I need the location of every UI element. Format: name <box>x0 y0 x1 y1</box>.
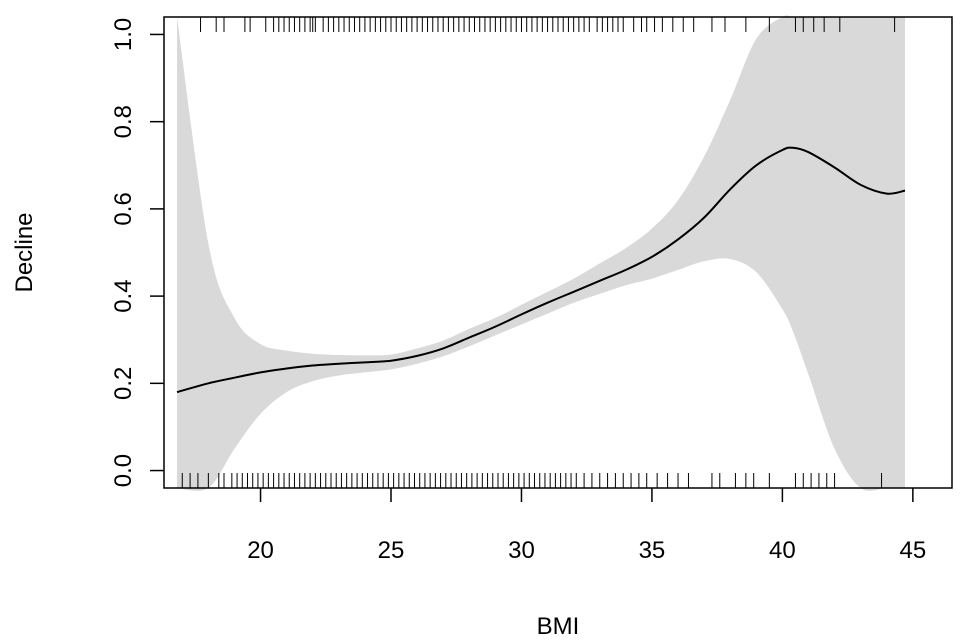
x-tick-label: 20 <box>247 537 274 564</box>
y-tick-label: 0.2 <box>110 367 137 400</box>
x-axis-title: BMI <box>537 613 580 640</box>
y-tick-label: 1.0 <box>110 18 137 51</box>
y-tick-label: 0.4 <box>110 279 137 312</box>
plot-frame <box>163 16 953 489</box>
x-axis: 20 25 30 35 40 45 <box>247 488 926 564</box>
y-tick-label: 0.8 <box>110 105 137 138</box>
y-tick-label: 0.6 <box>110 192 137 225</box>
x-tick-label: 40 <box>769 537 796 564</box>
confidence-band-layer <box>177 15 905 491</box>
rug-top <box>200 17 896 32</box>
x-tick-label: 45 <box>900 537 927 564</box>
y-axis-title: Decline <box>11 212 38 292</box>
confidence-band <box>177 15 905 491</box>
fitted-line <box>176 146 906 394</box>
x-tick-label: 35 <box>639 537 666 564</box>
y-tick-label: 0.0 <box>110 454 137 487</box>
x-tick-label: 30 <box>508 537 535 564</box>
rug-bottom <box>181 473 883 488</box>
y-axis: 0.0 0.2 0.4 0.6 0.8 1.0 <box>110 18 164 487</box>
x-tick-label: 25 <box>378 537 405 564</box>
